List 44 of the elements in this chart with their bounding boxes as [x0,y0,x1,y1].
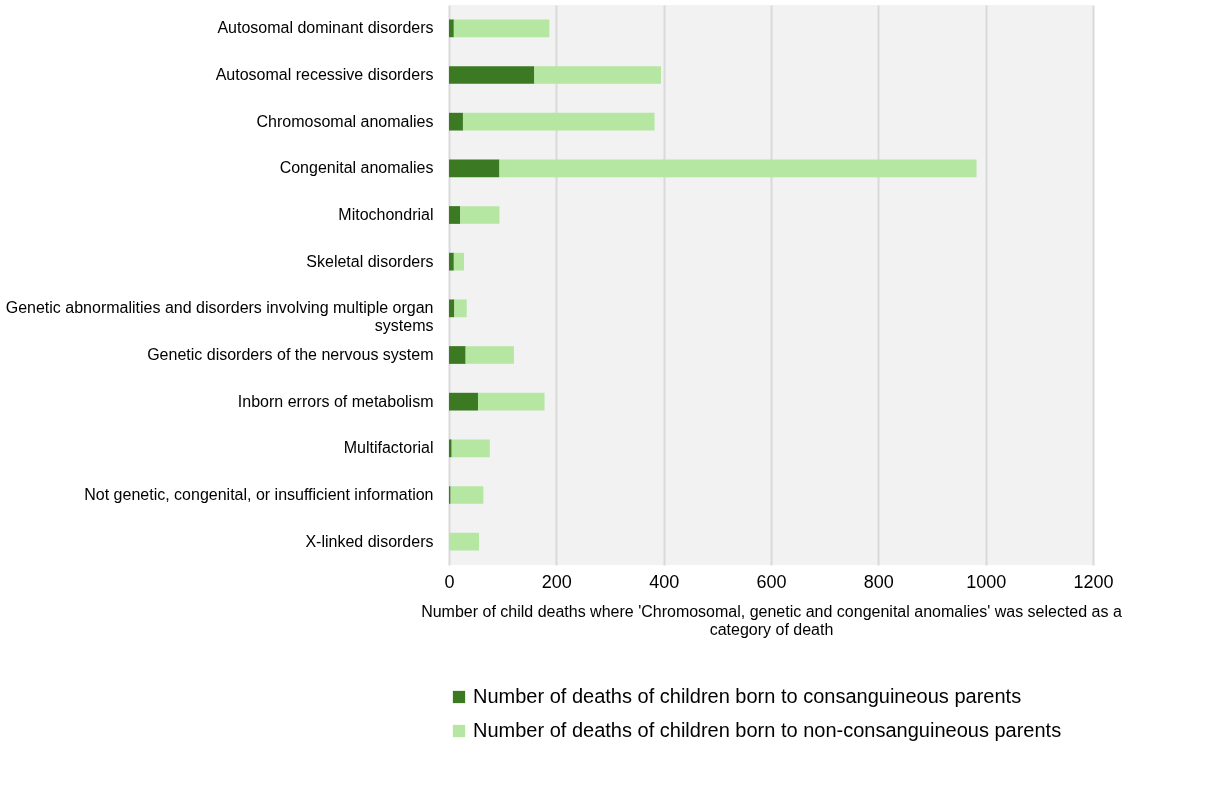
y-tick-label: Mitochondrial [338,206,434,223]
bar [449,392,478,411]
y-tick-label: Multifactorial [343,439,434,457]
y-tick-label: Congenital anomalies [279,159,434,177]
bar [449,206,461,224]
y-tick-label: Skeletal disorders [306,252,434,270]
bar [449,299,455,318]
y-tick-label: Inborn errors of metabolism [237,392,434,410]
bar [462,112,655,131]
bar [499,159,977,178]
y-tick-label: X-linked disorders [305,532,434,550]
bar [477,392,545,411]
x-tick-label: 800 [863,571,894,592]
bar [534,66,661,84]
x-tick-label: 600 [756,571,787,592]
x-tick-label: 1200 [1073,571,1114,592]
y-tick-label: Autosomal dominant disorders [217,19,434,37]
bar [449,532,480,551]
legend-label: Number of deaths of children born to non-consanguineous parents [473,719,1062,741]
bar [449,252,454,271]
y-tick-label: Autosomal recessive disorders [215,66,434,83]
y-tick-label: Genetic abnormalities and disorders involving multiple organ systems [5,299,434,335]
bar [449,439,452,458]
bar [460,206,500,224]
bar [465,346,514,364]
x-axis-title: Number of child deaths where 'Chromosomal, genetic and congenital anomalies' was selected as a category of death [421,602,1122,638]
legend-label: Number of deaths of children born to consanguineous parents [473,685,1022,707]
bar [449,159,500,178]
y-tick-label: Chromosomal anomalies [256,112,434,130]
bar [451,439,490,458]
y-tick-label: Not genetic, congenital, or insufficient information [84,486,434,503]
x-tick-label: 0 [444,571,455,592]
bar [449,19,454,38]
x-tick-label: 200 [541,571,572,592]
bar [449,346,466,364]
bar [453,252,465,271]
x-tick-label: 1000 [966,571,1007,592]
bar [450,486,484,504]
bar [449,66,535,84]
y-tick-label: Genetic disorders of the nervous system [147,346,434,363]
bar [453,19,550,38]
x-tick-label: 400 [649,571,680,592]
bar [449,112,463,131]
bar [454,299,467,318]
